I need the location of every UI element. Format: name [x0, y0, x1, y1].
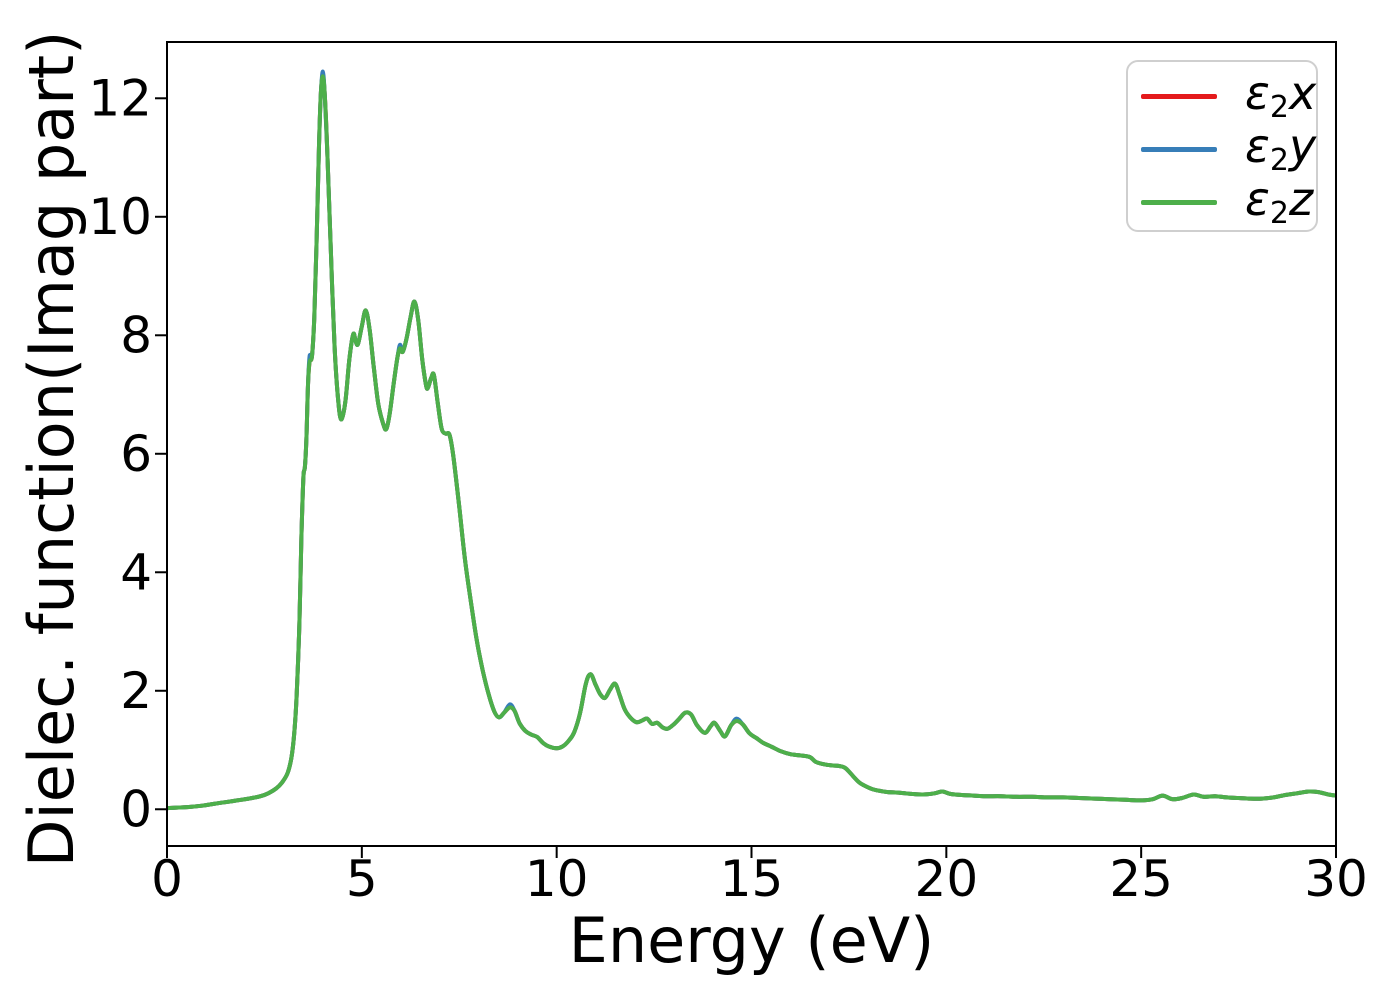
- axes-frame: [166, 41, 1337, 847]
- legend-entry-e2x: ε2x: [1141, 70, 1316, 123]
- legend-line-e2y: [1141, 147, 1217, 152]
- legend-label-e2z: ε2z: [1245, 172, 1314, 231]
- legend-line-e2x: [1141, 94, 1217, 99]
- legend-label-e2y: ε2y: [1245, 119, 1317, 178]
- y-tick-label: 12: [88, 69, 152, 127]
- legend-entry-e2z: ε2z: [1141, 176, 1313, 229]
- legend: ε2x ε2y ε2z: [1126, 60, 1318, 232]
- legend-label-e2x: ε2x: [1245, 66, 1317, 125]
- y-tick-label: 0: [120, 780, 152, 838]
- y-tick-label: 2: [120, 662, 152, 720]
- y-tick-label: 8: [120, 306, 152, 364]
- y-tick-label: 4: [120, 543, 152, 601]
- x-axis-title: Energy (eV): [568, 904, 935, 977]
- legend-entry-e2y: ε2y: [1141, 123, 1316, 176]
- x-tick-label: 15: [720, 850, 784, 908]
- x-tick-label: 5: [346, 850, 378, 908]
- x-tick-label: 20: [915, 850, 979, 908]
- curve-e2z: [167, 74, 1336, 811]
- y-axis-title: Dielec. function(Imag part): [15, 30, 88, 868]
- x-tick-label: 10: [525, 850, 589, 908]
- legend-line-e2z: [1141, 200, 1217, 205]
- y-tick-label: 10: [88, 188, 152, 246]
- x-tick-label: 0: [151, 850, 183, 908]
- y-tick-label: 6: [120, 425, 152, 483]
- curves-group: [167, 69, 1336, 811]
- x-tick-label: 25: [1109, 850, 1173, 908]
- x-tick-label: 30: [1304, 850, 1368, 908]
